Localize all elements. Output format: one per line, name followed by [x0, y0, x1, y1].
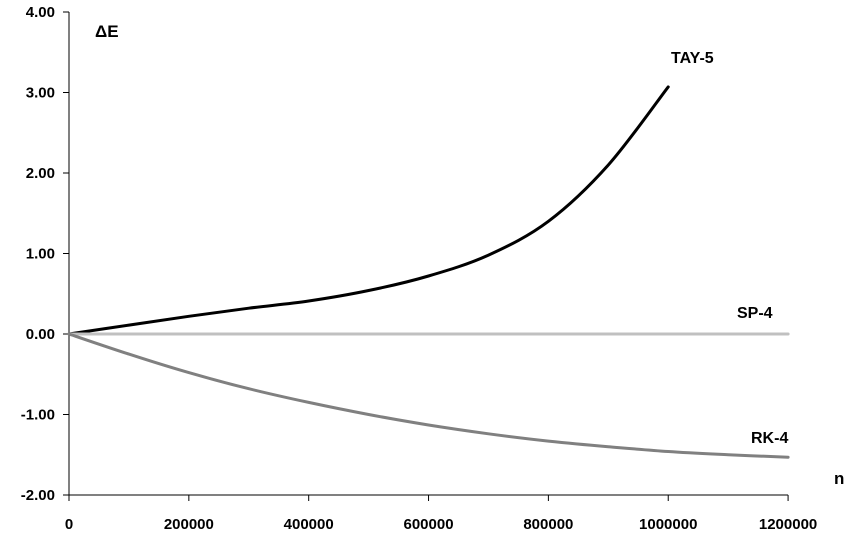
- series-layer: [67, 85, 790, 459]
- y-tick-label: 2.00: [26, 165, 55, 182]
- y-tick-label: -1.00: [21, 407, 55, 424]
- x-tick-label: 400000: [284, 516, 334, 533]
- x-tick-label: 1200000: [759, 516, 817, 533]
- y-tick-label: 1.00: [26, 246, 55, 263]
- x-tick-label: 200000: [164, 516, 214, 533]
- series-line-rk-4: [67, 332, 790, 459]
- y-tick-label: 0.00: [26, 326, 55, 343]
- y-tick-label: 4.00: [26, 4, 55, 21]
- series-label-sp-4: SP-4: [737, 305, 773, 322]
- series-line-tay-5: [67, 85, 670, 336]
- labels-layer: ΔE n TAY-5 SP-4 RK-4: [95, 22, 844, 488]
- y-tick-label: 3.00: [26, 85, 55, 102]
- axes: -2.00 -1.00 0.00 1.00 2.00 3.00 4.00 0 200000 400…: [21, 4, 817, 533]
- x-axis-title: n: [834, 469, 844, 488]
- x-tick-label: 0: [65, 516, 73, 533]
- series-label-rk-4: RK-4: [751, 430, 788, 447]
- y-axis-title: ΔE: [95, 22, 119, 41]
- x-tick-label: 1000000: [639, 516, 697, 533]
- y-tick-label: -2.00: [21, 487, 55, 504]
- x-tick-label: 800000: [523, 516, 573, 533]
- series-label-tay-5: TAY-5: [671, 50, 714, 67]
- x-tick-label: 600000: [404, 516, 454, 533]
